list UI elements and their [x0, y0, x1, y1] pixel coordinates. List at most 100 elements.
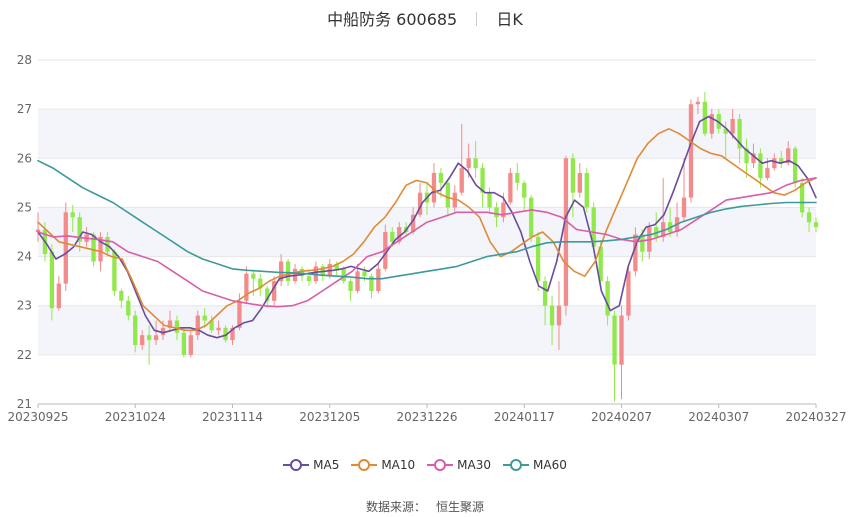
x-tick-label: 20231024	[105, 410, 166, 424]
candle-body	[556, 305, 562, 326]
candle-body	[494, 207, 499, 218]
x-tick-label: 20230925	[7, 410, 68, 424]
candle-body	[126, 300, 131, 316]
candle-body	[258, 278, 263, 289]
x-tick-label: 20240207	[591, 410, 652, 424]
candle-body	[542, 281, 548, 306]
legend-item-ma30[interactable]: MA30	[427, 458, 491, 472]
y-tick-label: 21	[17, 397, 32, 411]
source-label: 数据来源：	[365, 500, 426, 514]
candle-body	[584, 173, 589, 208]
candle-body	[661, 222, 666, 237]
candle-body	[549, 305, 555, 326]
candle-body	[633, 234, 638, 272]
candle-body	[431, 173, 437, 203]
grid-band	[38, 305, 816, 355]
x-tick-label: 20231226	[396, 410, 457, 424]
candle-body	[654, 227, 659, 237]
period-label[interactable]: 日K	[496, 10, 523, 29]
candle-body	[577, 173, 582, 193]
legend-label: MA5	[313, 458, 340, 472]
candle-body	[744, 148, 749, 164]
legend-marker-icon	[503, 458, 530, 472]
candle-body	[133, 315, 138, 346]
candle-body	[112, 251, 117, 291]
y-tick-label: 28	[17, 53, 32, 67]
ma5-line	[37, 115, 817, 339]
candle-body	[181, 332, 187, 355]
candle-body	[737, 118, 742, 149]
candle-body	[570, 158, 576, 193]
candle-body	[223, 327, 228, 341]
candle-body	[362, 271, 367, 277]
candle-body	[230, 327, 235, 341]
y-tick-label: 27	[17, 102, 32, 116]
candle-body	[119, 290, 124, 301]
candle-body	[376, 268, 381, 291]
candle-body	[369, 276, 374, 291]
candle-body	[473, 158, 478, 169]
y-tick-label: 22	[17, 348, 32, 362]
candle-body	[598, 246, 603, 282]
legend-label: MA30	[457, 458, 492, 472]
candle-body	[466, 158, 471, 169]
candle-body	[730, 118, 735, 134]
candle-body	[56, 283, 61, 309]
candle-body	[480, 168, 485, 193]
candle-body	[306, 276, 312, 282]
candle-body	[786, 148, 791, 164]
candle-body	[813, 222, 819, 228]
candle-body	[160, 327, 166, 336]
candle-body	[265, 288, 270, 301]
candle-body	[640, 234, 645, 252]
legend-item-ma10[interactable]: MA10	[351, 458, 415, 472]
legend-label: MA60	[533, 458, 567, 472]
candle-body	[188, 335, 193, 355]
y-tick-label: 24	[17, 250, 32, 264]
candle-body	[49, 251, 55, 309]
candle-body	[501, 202, 506, 218]
candle-body	[195, 315, 200, 336]
candle-body	[619, 315, 624, 365]
candle-body	[341, 268, 346, 282]
legend-marker-icon	[283, 458, 310, 472]
legend-item-ma60[interactable]: MA60	[503, 458, 567, 472]
candle-body	[237, 300, 242, 328]
legend-label: MA10	[381, 458, 416, 472]
candle-body	[508, 173, 513, 203]
ma60-line	[37, 159, 817, 280]
candle-body	[167, 320, 173, 328]
candle-body	[244, 273, 249, 301]
candle-body	[515, 173, 520, 183]
candle-body	[688, 104, 694, 198]
candle-body	[355, 271, 360, 291]
candle-body	[334, 263, 339, 269]
x-tick-label: 20231114	[202, 410, 263, 424]
x-tick-label: 20240117	[494, 410, 555, 424]
candle-body	[695, 101, 701, 105]
legend-marker-icon	[427, 458, 454, 472]
candle-body	[772, 158, 777, 169]
candle-body	[709, 114, 714, 134]
candle-body	[681, 197, 687, 218]
candle-body	[251, 273, 256, 279]
x-tick-label: 20231205	[299, 410, 360, 424]
y-tick-label: 25	[17, 200, 32, 214]
candle-body	[410, 214, 416, 232]
candle-body	[751, 153, 756, 164]
candle-body	[77, 217, 82, 242]
legend-item-ma5[interactable]: MA5	[283, 458, 339, 472]
grid-band	[38, 207, 816, 257]
ma30-line	[37, 177, 817, 308]
candle-body	[146, 335, 152, 341]
candle-body	[35, 229, 41, 232]
chart-header: 中船防务 600685 日K	[0, 6, 850, 29]
x-tick-label: 20240327	[785, 410, 846, 424]
candle-body	[216, 327, 221, 331]
candle-body	[285, 261, 291, 282]
candle-body	[348, 281, 353, 291]
title-separator	[476, 12, 478, 26]
candle-body	[723, 128, 728, 134]
y-tick-label: 26	[17, 151, 32, 165]
